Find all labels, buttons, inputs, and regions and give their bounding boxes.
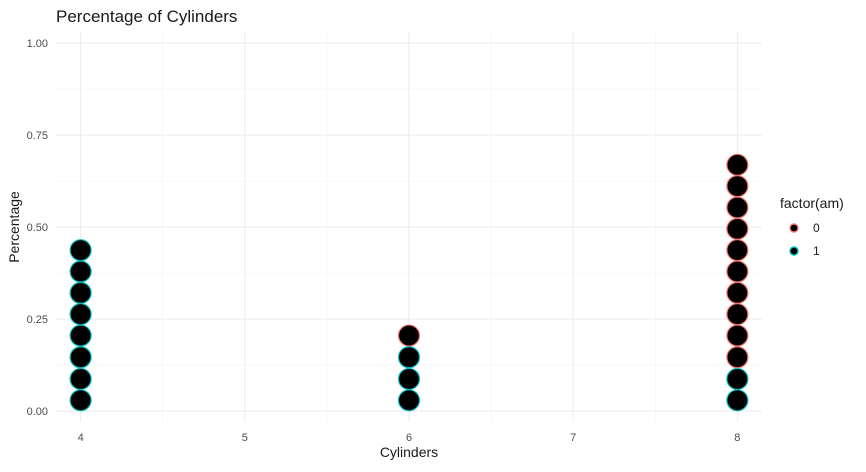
data-point-am-0	[726, 260, 749, 283]
y-tick-label: 0.00	[27, 406, 48, 418]
legend-label-1: 1	[813, 244, 820, 258]
data-point-am-0	[726, 153, 749, 176]
x-tick-labels: 4 5 6 7 8	[78, 432, 741, 444]
legend-key-1	[789, 246, 799, 256]
x-axis-title: Cylinders	[380, 444, 438, 460]
data-point-am-0	[726, 217, 749, 240]
y-tick-label: 1.00	[27, 38, 48, 50]
data-point-am-1	[726, 367, 749, 391]
legend-entries: 01	[789, 221, 820, 258]
x-tick-label: 5	[242, 432, 248, 444]
y-axis-title: Percentage	[6, 191, 22, 263]
data-point-am-1	[726, 389, 749, 412]
data-point-am-0	[726, 196, 749, 219]
y-tick-label: 0.25	[27, 314, 48, 326]
data-point-am-1	[69, 303, 92, 326]
data-point-am-1	[69, 367, 92, 391]
data-points	[69, 153, 749, 412]
data-point-am-0	[726, 239, 749, 262]
data-point-am-1	[397, 389, 421, 412]
data-point-am-1	[69, 324, 92, 347]
data-point-am-1	[69, 346, 92, 369]
data-point-am-0	[726, 303, 749, 326]
data-point-am-0	[726, 175, 749, 198]
chart-title: Percentage of Cylinders	[56, 7, 237, 26]
legend-title: factor(am)	[780, 195, 844, 211]
data-point-am-0	[726, 324, 749, 347]
y-tick-label: 0.50	[27, 222, 48, 234]
y-tick-label: 0.75	[27, 130, 48, 142]
y-tick-labels: 0.00 0.25 0.50 0.75 1.00	[27, 38, 48, 418]
data-point-am-0	[726, 346, 749, 369]
x-tick-label: 6	[406, 432, 412, 444]
data-point-am-1	[397, 346, 421, 369]
data-point-am-1	[69, 389, 92, 412]
data-point-am-1	[69, 239, 92, 262]
data-point-am-1	[397, 367, 421, 391]
legend: factor(am) 01	[780, 195, 844, 258]
data-point-am-0	[726, 281, 749, 304]
x-tick-label: 7	[570, 432, 576, 444]
x-tick-label: 4	[78, 432, 84, 444]
legend-label-0: 0	[813, 221, 820, 235]
data-point-am-1	[69, 281, 92, 304]
x-tick-label: 8	[734, 432, 740, 444]
data-point-am-0	[397, 324, 421, 347]
legend-key-0	[789, 223, 799, 233]
data-point-am-1	[69, 260, 92, 283]
